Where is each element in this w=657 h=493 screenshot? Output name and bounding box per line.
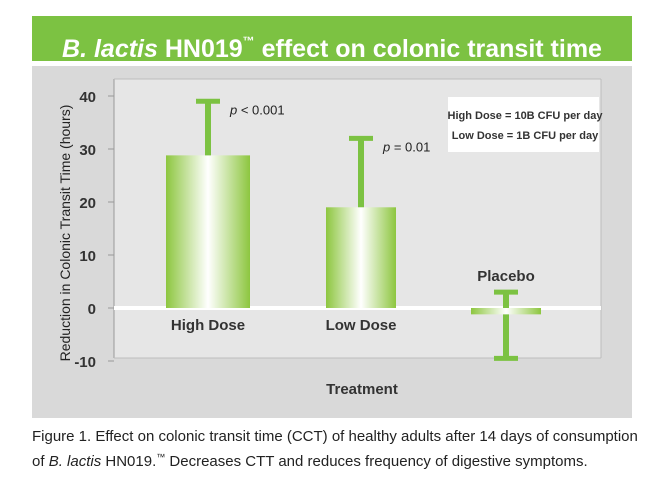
caption-trademark: ™ xyxy=(156,452,166,462)
y-axis-label: Reduction in Colonic Transit Time (hours… xyxy=(57,105,73,362)
caption-part-2: HN019. xyxy=(101,453,157,470)
x-axis-label: Treatment xyxy=(326,381,398,398)
caption-part-3: Decreases CTT and reduces frequency of d… xyxy=(165,453,588,470)
y-tick-label: 10 xyxy=(79,248,96,265)
y-tick-label: -10 xyxy=(74,354,96,371)
p-value: = 0.01 xyxy=(390,139,430,154)
p-value: < 0.001 xyxy=(237,102,284,117)
caption-part-1: Figure 1. Effect on colonic transit time… xyxy=(32,428,638,470)
title-italic: B. lactis xyxy=(62,35,158,63)
title-trademark: ™ xyxy=(242,34,255,48)
figure-caption: Figure 1. Effect on colonic transit time… xyxy=(32,427,642,472)
p-letter: p xyxy=(229,102,237,117)
legend-line-low-dose: Low Dose = 1B CFU per day xyxy=(452,130,599,142)
category-label: Placebo xyxy=(477,268,535,285)
bar-chart: 40 30 20 10 0 -10 High Dose p < 0.001 Low Dose p… xyxy=(57,78,604,398)
p-value-label: p < 0.001 xyxy=(229,102,285,117)
category-label: Low Dose xyxy=(326,317,397,334)
legend-line-high-dose: High Dose = 10B CFU per day xyxy=(448,110,604,122)
category-label: High Dose xyxy=(171,317,245,334)
p-letter: p xyxy=(382,139,390,154)
chart-title: B. lactis HN019™ effect on colonic trans… xyxy=(32,16,632,66)
title-rest: HN019 xyxy=(157,35,243,63)
bar-low-dose xyxy=(326,207,396,308)
y-tick-label: 20 xyxy=(79,195,96,212)
title-tail: effect on colonic transit time xyxy=(254,35,602,63)
y-tick-label: 30 xyxy=(79,142,96,159)
y-tick-label: 40 xyxy=(79,89,96,106)
p-value-label: p = 0.01 xyxy=(382,139,430,154)
bar-placebo xyxy=(471,308,541,315)
legend-box xyxy=(448,97,599,152)
caption-italic: B. lactis xyxy=(48,453,102,470)
y-tick-label: 0 xyxy=(88,301,96,318)
bar-high-dose xyxy=(166,155,250,308)
